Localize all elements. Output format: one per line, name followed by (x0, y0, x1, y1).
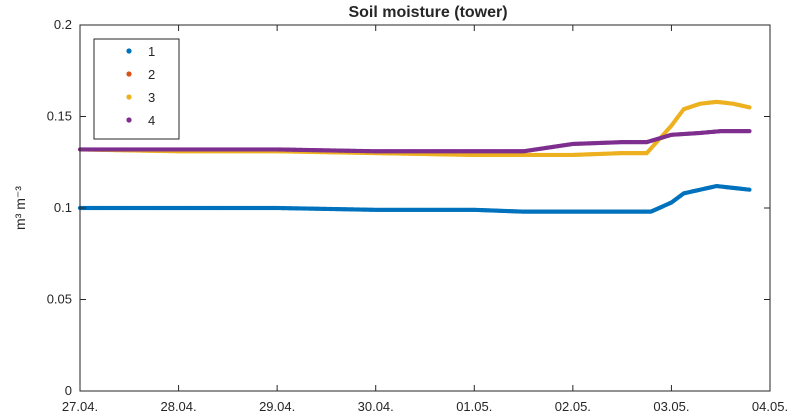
series-1 (77, 183, 752, 214)
x-tick-label: 02.05. (555, 399, 591, 414)
x-tick-label: 04.05. (752, 399, 788, 414)
x-tick-label: 01.05. (456, 399, 492, 414)
x-tick-label: 27.04. (62, 399, 98, 414)
legend-label-2: 2 (148, 67, 155, 82)
legend-label-4: 4 (148, 113, 155, 128)
series-4-point (747, 129, 752, 134)
y-tick-label: 0.05 (47, 292, 72, 307)
legend-box (93, 38, 180, 140)
legend-label-3: 3 (148, 90, 155, 105)
legend-label-1: 1 (148, 44, 155, 59)
x-tick-label: 29.04. (259, 399, 295, 414)
legend-marker-1 (126, 48, 132, 54)
y-tick-label: 0.15 (47, 109, 72, 124)
legend-marker-2 (126, 71, 132, 77)
series-4 (77, 129, 752, 154)
y-tick-label: 0 (65, 383, 72, 398)
x-tick-label: 03.05. (653, 399, 689, 414)
legend-marker-3 (126, 94, 132, 100)
legend-marker-4 (126, 117, 132, 123)
chart-title: Soil moisture (tower) (348, 4, 507, 21)
series-1-point (747, 187, 752, 192)
x-tick-label: 28.04. (160, 399, 196, 414)
series-3-point (747, 105, 752, 110)
y-tick-label: 0.1 (54, 200, 72, 215)
x-tick-label: 30.04. (358, 399, 394, 414)
legend: 1 2 3 4 (93, 38, 180, 140)
y-axis-label: m³ m⁻³ (12, 186, 28, 230)
y-tick-label: 0.2 (54, 17, 72, 32)
